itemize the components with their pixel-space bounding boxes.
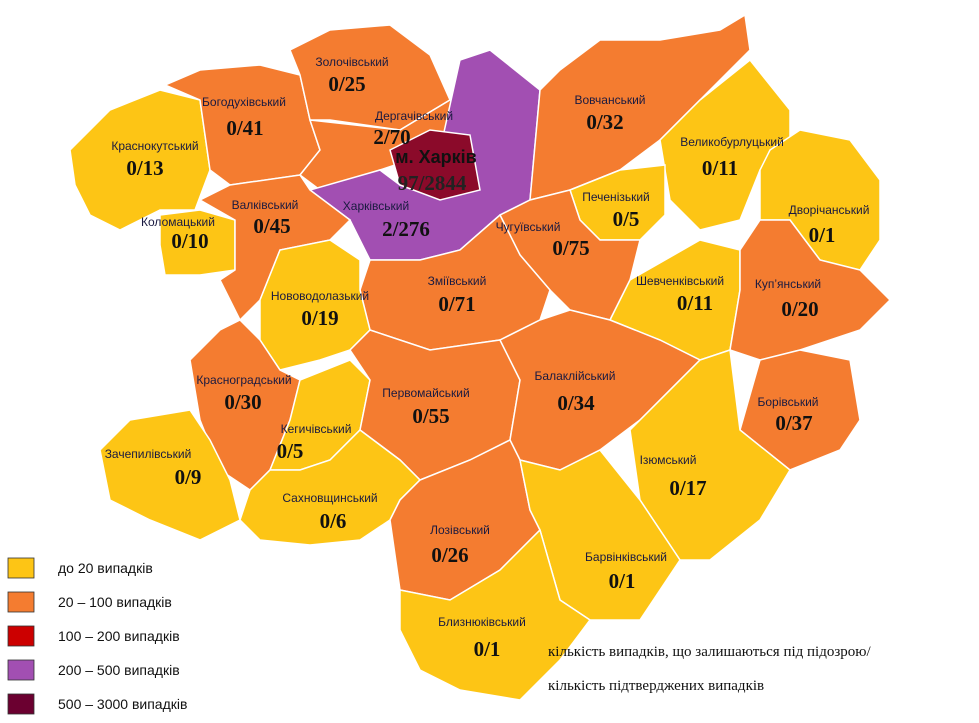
legend-label: 200 – 500 випадків <box>58 662 180 678</box>
region-value: 0/17 <box>669 476 706 500</box>
region-value: 0/26 <box>431 543 468 567</box>
note-line: кількість випадків, що залишаються під п… <box>548 644 871 660</box>
region-value: 0/25 <box>328 72 365 96</box>
region-name: Зачепилівський <box>105 447 192 461</box>
region-name: Куп’янський <box>755 277 821 291</box>
region-name: Вовчанський <box>575 93 646 107</box>
region-name: Золочівський <box>315 55 388 69</box>
region-name: Великобурлуцький <box>680 135 784 149</box>
region-value: 0/13 <box>126 156 163 180</box>
legend-swatch <box>7 659 35 681</box>
note-line: кількість підтверджених випадків <box>548 678 764 694</box>
region <box>99 409 241 541</box>
region-value: 0/11 <box>702 156 738 180</box>
region-value: 0/1 <box>474 637 501 661</box>
region-name: Балаклійський <box>535 369 616 383</box>
region-name: Барвінківський <box>585 550 667 564</box>
region-name: Валківський <box>232 198 299 212</box>
region-name: Красноградський <box>196 373 291 387</box>
region <box>519 449 681 621</box>
region-value: 0/55 <box>412 404 449 428</box>
region-value: 0/19 <box>301 306 338 330</box>
region-name: Краснокутський <box>111 139 198 153</box>
regions <box>69 13 892 701</box>
region-value: 0/32 <box>586 110 623 134</box>
region-name: Кегичівський <box>281 422 352 436</box>
region <box>239 429 422 546</box>
region-value: 0/30 <box>224 390 261 414</box>
region-name: Коломацький <box>141 215 215 229</box>
region-value: 0/9 <box>175 465 202 489</box>
region-name: Ізюмський <box>640 453 697 467</box>
legend-swatch <box>7 557 35 579</box>
region-name: Первомайський <box>382 386 469 400</box>
region-name: Дергачівський <box>375 109 453 123</box>
region-name: Близнюківський <box>438 615 526 629</box>
region <box>729 219 892 361</box>
region-name: Богодухівський <box>202 95 286 109</box>
region-name: Шевченківський <box>636 274 724 288</box>
region-value: 0/71 <box>438 292 475 316</box>
legend-swatch <box>7 591 35 613</box>
region-value: 0/5 <box>277 439 304 463</box>
region-value: 97/2844 <box>398 171 467 195</box>
region-value: 0/1 <box>809 223 836 247</box>
region-value: 0/5 <box>613 207 640 231</box>
region <box>399 528 592 701</box>
region <box>159 209 236 276</box>
legend-label: 500 – 3000 випадків <box>58 696 187 712</box>
region-name: Печенізький <box>582 190 650 204</box>
region-value: 0/45 <box>253 214 290 238</box>
region-value: 0/75 <box>552 236 589 260</box>
region-value: 0/20 <box>781 297 818 321</box>
region-value: 0/10 <box>171 229 208 253</box>
legend-label: 100 – 200 випадків <box>58 628 180 644</box>
region-value: 0/1 <box>609 569 636 593</box>
region-value: 0/37 <box>775 411 812 435</box>
region-name: Лозівський <box>430 523 490 537</box>
legend-label: до 20 випадків <box>58 560 153 576</box>
region-value: 0/11 <box>677 291 713 315</box>
region-value: 0/41 <box>226 116 263 140</box>
region-name: Дворічанський <box>789 203 870 217</box>
region-name: Сахновщинський <box>282 491 377 505</box>
region-value: 0/34 <box>557 391 595 415</box>
region <box>389 129 481 201</box>
region-name: м. Харків <box>395 147 476 167</box>
legend-swatch <box>7 693 35 715</box>
region-name: Харківський <box>343 199 409 213</box>
region-value: 2/70 <box>373 125 410 149</box>
region-name: Нововодолазький <box>271 289 369 303</box>
region-name: Чугуївський <box>496 220 561 234</box>
region-name: Борівський <box>757 395 818 409</box>
region-value: 0/6 <box>320 509 347 533</box>
region-name: Зміївський <box>428 274 487 288</box>
legend: до 20 випадків 20 – 100 випадків 100 – 200… <box>7 557 187 715</box>
legend-label: 20 – 100 випадків <box>58 594 172 610</box>
legend-swatch <box>7 625 35 647</box>
region-value: 2/276 <box>382 217 430 241</box>
